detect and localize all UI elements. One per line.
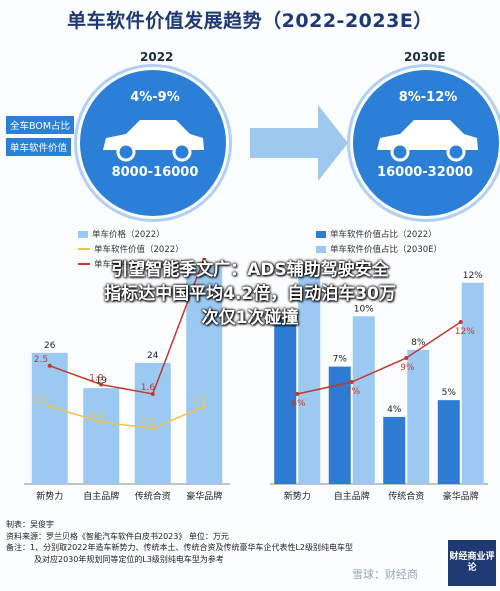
bar-share-2022 [274, 316, 297, 484]
line-2022-data-label: 0.7 [89, 411, 103, 421]
share-line-data-label: 9% [400, 363, 415, 373]
line-2022-point [47, 404, 52, 409]
bar-share-2030 [407, 349, 430, 484]
line-2022-data-label: 1.2 [34, 395, 48, 405]
left-chart: 26 新势力 19 自主品牌 24 传统合资 豪华品牌 1.2 0.7 0.5 1.2 2.5 1.9 1… [24, 258, 230, 502]
x-tick-label: 豪华品牌 [186, 490, 222, 502]
right-legend: 单车软件价值占比（2022） 单车软件价值占比（2030E） [316, 228, 442, 258]
share-line-point [349, 380, 354, 384]
car-icon [377, 120, 478, 162]
share-line-data-label: 6% [291, 399, 306, 409]
legend-item: 单车软件价值占比（2022） [316, 228, 442, 240]
bar-data-label: 8% [411, 338, 426, 348]
x-tick-label: 新势力 [36, 490, 63, 502]
overlay-line: 次仅1次碰撞 [201, 308, 299, 328]
bar-data-label: 19 [96, 376, 108, 386]
car-icon [103, 120, 204, 162]
overlay-headline: 引望智能季文广：ADS辅助驾驶安全 指标达中国平均4.2倍，自动泊车30万 次仅… [30, 258, 470, 330]
left-legend: 单车价格（2022） 单车软件价值（2022） 单车软件价值（2030E） [78, 228, 189, 273]
year-left-label: 2022 [140, 50, 174, 64]
bar-data-label: 7% [333, 355, 348, 365]
right-chart: 新势力 7% 10% 自主品牌 4% 8% 传统合资 5% 12% 豪华品牌 6% 7% 9% 12% [270, 266, 488, 502]
bar-data-label: 10% [354, 304, 374, 314]
bar-share-2030 [352, 316, 375, 484]
bar-data-label: 12% [463, 271, 483, 281]
bom-2022-value: 4%-9% [130, 90, 180, 105]
line-2030-point [47, 363, 52, 368]
bar-data-label: 26 [44, 341, 56, 351]
legend-item: 单车价格（2022） [78, 228, 189, 240]
line-2030-point [202, 258, 207, 260]
arrow-right-icon [318, 105, 348, 181]
x-tick-label: 自主品牌 [83, 490, 119, 502]
line-2030-point [150, 391, 155, 396]
bar-share-2030 [298, 266, 321, 484]
bar-data-label: 24 [147, 351, 159, 361]
x-tick-label: 新势力 [284, 490, 311, 502]
note-maker: 制表：吴俊宇 [6, 520, 54, 529]
note-source: 资料来源：罗兰贝格《智能汽车软件白皮书2023》 单位：万元 [6, 531, 229, 541]
line-2030-data-label: 1.9 [89, 374, 104, 384]
row-label-value: 单车软件价值 [6, 138, 72, 156]
bar-share-2022 [437, 400, 460, 484]
x-tick-label: 豪华品牌 [443, 490, 479, 502]
line-2030-data-label: 1.6 [141, 383, 156, 393]
page-title: 单车软件价值发展趋势（2022-2023E） [67, 10, 433, 32]
line-2022-point [202, 404, 207, 409]
bar-share-2022 [328, 366, 351, 484]
share-line [297, 321, 462, 395]
bar-data-label: 4% [387, 405, 402, 415]
value-2022-value: 8000-16000 [111, 165, 199, 180]
watermark: 雪球：财经商 [352, 568, 418, 581]
year-right-label: 2030E [404, 50, 446, 64]
share-line-point [458, 320, 463, 324]
line-2022-point [150, 426, 155, 431]
bom-2030-value: 8%-12% [398, 90, 458, 105]
x-tick-label: 传统合资 [135, 490, 171, 502]
bar-share-2022 [383, 416, 406, 484]
legend-item: 单车软件价值（2022） [78, 243, 189, 255]
bar-price [31, 352, 68, 484]
share-line-data-label: 7% [346, 387, 361, 397]
bar-price [186, 267, 223, 484]
x-tick-label: 传统合资 [388, 490, 424, 502]
legend-item: 单车软件价值（2030E） [78, 258, 189, 270]
line-2030-data-label: 2.5 [34, 355, 48, 365]
line-2030-point [99, 382, 104, 387]
brand-logo: 财经商业评论 [448, 540, 496, 586]
line-2022 [49, 405, 205, 430]
row-label-bom: 全车BOM占比 [6, 116, 75, 134]
legend-item: 单车软件价值占比（2030E） [316, 243, 442, 255]
share-line-point [404, 356, 409, 360]
line-2022-point [99, 420, 104, 425]
share-line-point [295, 392, 300, 396]
arrow-body [250, 128, 320, 158]
bar-data-label: 5% [442, 388, 457, 398]
value-2030-value: 16000-32000 [377, 165, 473, 180]
line-2022-data-label: 0.5 [141, 417, 155, 427]
bar-share-2030 [461, 282, 484, 484]
overlay-line: 指标达中国平均4.2倍，自动泊车30万 [104, 284, 396, 304]
footnotes: 制表：吴俊宇 资料来源：罗兰贝格《智能汽车软件白皮书2023》 单位：万元 备注… [6, 519, 446, 565]
bar-price [83, 388, 120, 484]
line-2022-data-label: 1.2 [192, 395, 206, 405]
note-remark-1: 备注：1、分别取2022年造车新势力、传统本土、传统合资及传统豪华车企代表性L2… [6, 543, 353, 552]
line-2030 [49, 258, 205, 395]
x-tick-label: 自主品牌 [334, 490, 370, 502]
note-remark-2: 及对应2030年规划同等定位的L3级别纯电车型为参考 [34, 554, 224, 564]
overlay-line: 引望智能季文广：ADS辅助驾驶安全 [111, 260, 389, 280]
share-line-data-label: 12% [455, 327, 475, 337]
